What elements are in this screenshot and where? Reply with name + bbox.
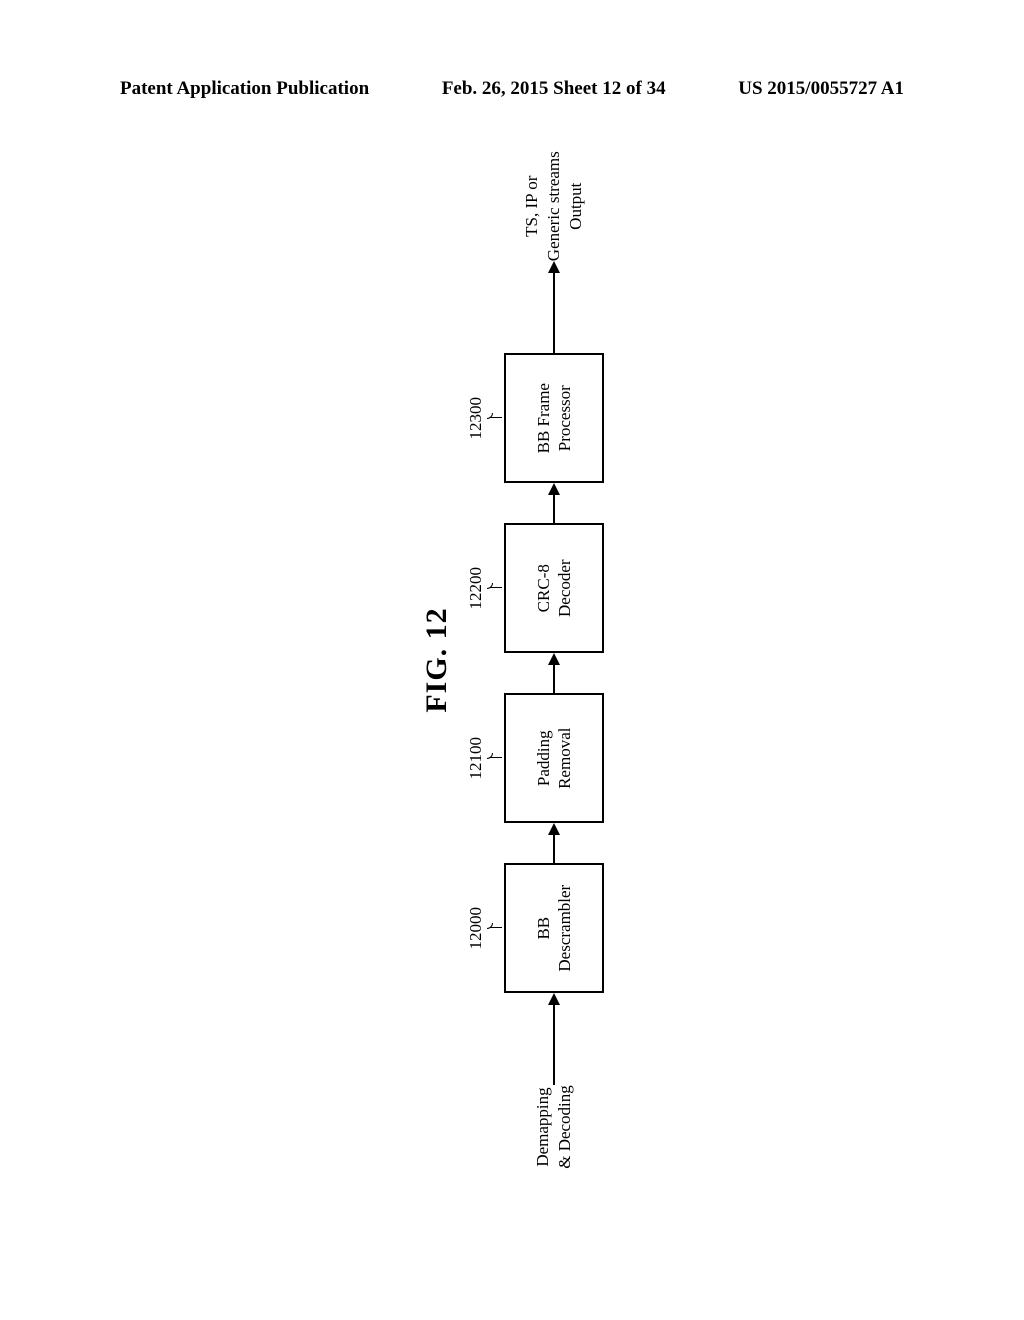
ref-connector-icon xyxy=(490,417,502,418)
arrow-line xyxy=(553,1005,555,1085)
arrow-line xyxy=(553,495,555,523)
page-header: Patent Application Publication Feb. 26, … xyxy=(0,78,1024,100)
block-label-line1: CRC-8 xyxy=(534,564,553,612)
block-bb-frame-processor: BB Frame Processor xyxy=(504,353,604,483)
block-padding-removal-wrap: 12100 Padding Removal xyxy=(504,693,604,823)
figure-title: FIG. 12 xyxy=(420,607,454,712)
ref-connector-icon xyxy=(490,927,502,928)
header-left: Patent Application Publication xyxy=(120,78,369,100)
output-label-line2: Generic streams xyxy=(544,151,563,261)
block-crc8-decoder-wrap: 12200 CRC-8 Decoder xyxy=(504,523,604,653)
input-label: Demapping & Decoding xyxy=(532,1085,576,1169)
block-ref: 12100 xyxy=(466,737,486,780)
arrow-icon xyxy=(553,261,555,353)
block-ref: 12300 xyxy=(466,397,486,440)
arrow-icon xyxy=(553,823,555,863)
ref-connector-icon xyxy=(490,587,502,588)
block-label-line1: Padding xyxy=(534,730,553,786)
block-padding-removal: Padding Removal xyxy=(504,693,604,823)
block-ref: 12000 xyxy=(466,907,486,950)
block-bb-descrambler: BB Descrambler xyxy=(504,863,604,993)
input-label-line2: & Decoding xyxy=(555,1085,574,1169)
arrow-icon xyxy=(553,653,555,693)
block-ref: 12200 xyxy=(466,567,486,610)
arrow-head-icon xyxy=(548,483,560,495)
output-label-line3: Output xyxy=(566,183,585,230)
header-center: Feb. 26, 2015 Sheet 12 of 34 xyxy=(442,78,666,100)
block-label-line2: Decoder xyxy=(555,559,574,617)
output-label-line1: TS, IP or xyxy=(522,176,541,237)
block-label-line1: BB xyxy=(534,917,553,940)
arrow-line xyxy=(553,273,555,353)
arrow-icon xyxy=(553,483,555,523)
flow-row: Demapping & Decoding 12000 BB Descramble… xyxy=(504,151,604,1169)
arrow-head-icon xyxy=(548,261,560,273)
ref-connector-icon xyxy=(490,757,502,758)
header-right: US 2015/0055727 A1 xyxy=(738,78,904,100)
arrow-line xyxy=(553,665,555,693)
arrow-head-icon xyxy=(548,823,560,835)
block-label-line1: BB Frame xyxy=(534,383,553,453)
block-crc8-decoder: CRC-8 Decoder xyxy=(504,523,604,653)
block-bb-frame-processor-wrap: 12300 BB Frame Processor xyxy=(504,353,604,483)
input-label-line1: Demapping xyxy=(533,1087,552,1166)
block-label-line2: Removal xyxy=(555,728,574,789)
figure-12: FIG. 12 Demapping & Decoding 12000 BB De… xyxy=(420,160,604,1160)
block-label-line2: Descrambler xyxy=(555,885,574,972)
block-bb-descrambler-wrap: 12000 BB Descrambler xyxy=(504,863,604,993)
arrow-icon xyxy=(553,993,555,1085)
block-label-line2: Processor xyxy=(555,385,574,451)
arrow-head-icon xyxy=(548,993,560,1005)
arrow-head-icon xyxy=(548,653,560,665)
output-label: TS, IP or Generic streams Output xyxy=(521,151,587,261)
arrow-line xyxy=(553,835,555,863)
